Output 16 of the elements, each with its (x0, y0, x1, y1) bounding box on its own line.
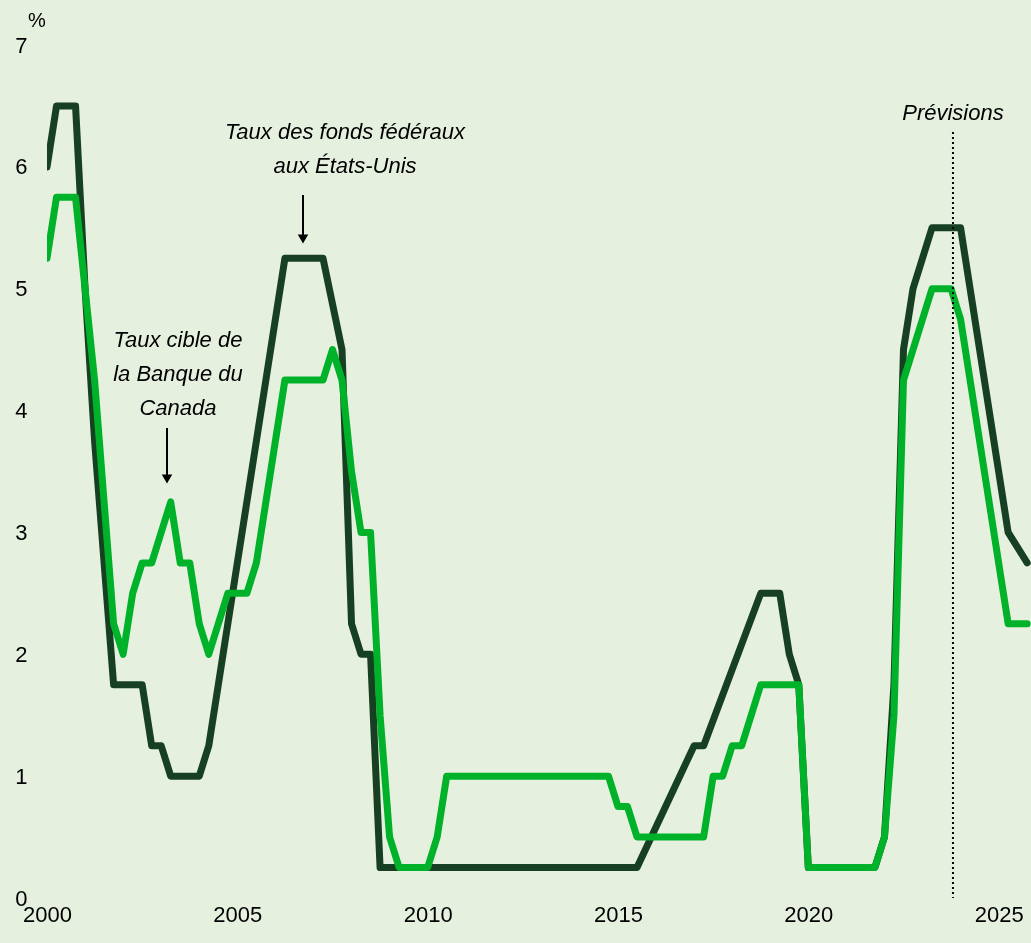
y-tick-label: 3 (15, 519, 28, 545)
x-tick-label: 2005 (213, 901, 263, 927)
y-tick-label: 7 (15, 32, 28, 58)
x-tick-label: 2015 (594, 901, 643, 927)
y-tick-label: 1 (15, 763, 28, 789)
x-tick-label: 2010 (403, 901, 453, 927)
y-tick-label: 5 (15, 276, 28, 302)
y-tick-label: 2 (15, 641, 28, 667)
annotation: Taux des fonds fédéraux aux États-Unis (224, 119, 467, 178)
annotation: Taux cible de la Banque du Canada (113, 327, 243, 420)
y-tick-label: 6 (15, 154, 28, 180)
y-axis-title: % (28, 9, 47, 31)
x-tick-label: 2020 (784, 901, 834, 927)
y-tick-label: 4 (15, 398, 28, 424)
ref-line-label: Prévisions (902, 100, 1004, 125)
x-tick-label: 2025 (974, 901, 1024, 927)
